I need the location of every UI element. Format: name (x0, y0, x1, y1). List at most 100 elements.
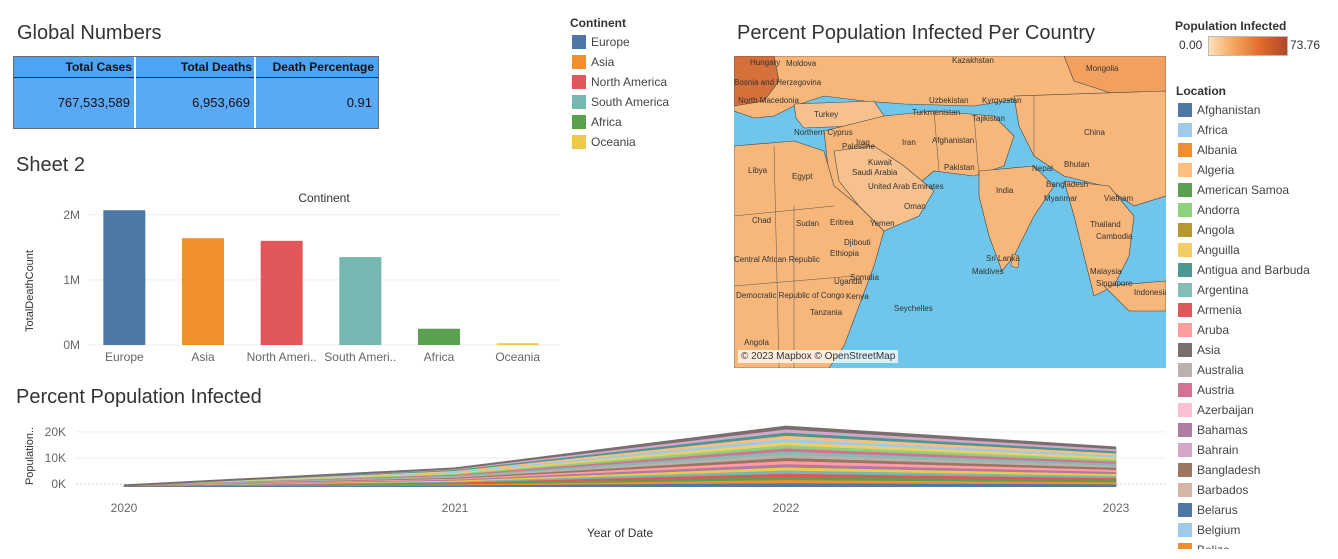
location-legend-swatch[interactable] (1178, 103, 1192, 117)
location-legend-swatch[interactable] (1178, 503, 1192, 517)
continent-legend-label[interactable]: Asia (591, 55, 615, 69)
location-legend-label[interactable]: Austria (1197, 383, 1235, 397)
location-legend-label[interactable]: Angola (1197, 223, 1235, 237)
map-country-label: Egypt (792, 172, 813, 181)
location-legend-swatch[interactable] (1178, 543, 1192, 549)
continent-legend-label[interactable]: Africa (591, 115, 622, 129)
map-title: Percent Population Infected Per Country (737, 22, 1095, 44)
continent-legend-swatch[interactable] (572, 55, 586, 69)
location-legend-swatch[interactable] (1178, 223, 1192, 237)
location-legend-label[interactable]: Andorra (1197, 203, 1240, 217)
location-legend-swatch[interactable] (1178, 203, 1192, 217)
location-legend-label[interactable]: Anguilla (1197, 243, 1240, 257)
location-legend-label[interactable]: Barbados (1197, 483, 1249, 497)
location-legend-label[interactable]: Algeria (1197, 163, 1235, 177)
location-legend-swatch[interactable] (1178, 363, 1192, 377)
map-country-label: Iran (902, 138, 916, 147)
location-legend-label[interactable]: Armenia (1197, 303, 1242, 317)
total-cases-value: 767,533,589 (57, 95, 130, 110)
location-legend-label[interactable]: Asia (1197, 343, 1221, 357)
location-legend-label[interactable]: Argentina (1197, 283, 1249, 297)
location-legend-swatch[interactable] (1178, 283, 1192, 297)
column-divider (134, 57, 136, 128)
location-legend-swatch[interactable] (1178, 523, 1192, 537)
map-country-label: Hungary (750, 58, 781, 67)
death-count-bar[interactable] (260, 240, 303, 345)
area-top-series-line[interactable] (123, 425, 1117, 487)
continent-legend-label[interactable]: Europe (591, 35, 630, 49)
location-legend-swatch[interactable] (1178, 423, 1192, 437)
location-legend-swatch[interactable] (1178, 443, 1192, 457)
bar-category-label: South Ameri.. (324, 350, 396, 364)
bar-category-label: North Ameri.. (247, 350, 317, 364)
continent-legend-swatch[interactable] (572, 35, 586, 49)
location-legend-swatch[interactable] (1178, 123, 1192, 137)
map-country-label: Turkmenistan (912, 108, 961, 117)
location-legend-label[interactable]: Belgium (1197, 523, 1241, 537)
continent-legend-label[interactable]: North America (591, 75, 668, 89)
map-country-label: Indonesia (1134, 288, 1166, 297)
location-legend-label[interactable]: Bahrain (1197, 443, 1239, 457)
continent-legend-label[interactable]: South America (591, 95, 670, 109)
death-count-bar[interactable] (418, 328, 460, 345)
map-country-label: Djibouti (844, 238, 871, 247)
map-country-label: Malaysia (1090, 267, 1122, 276)
area-y-tick-label: 0K (51, 477, 66, 491)
location-legend-label[interactable]: Antigua and Barbuda (1197, 263, 1310, 277)
location-legend-label[interactable]: Azerbaijan (1197, 403, 1254, 417)
location-legend-label[interactable]: Africa (1197, 123, 1228, 137)
location-legend-label[interactable]: Australia (1197, 363, 1244, 377)
location-legend-swatch[interactable] (1178, 163, 1192, 177)
map-country-label: Thailand (1090, 220, 1121, 229)
continent-legend-swatch[interactable] (572, 115, 586, 129)
continent-legend-swatch[interactable] (572, 95, 586, 109)
location-legend-swatch[interactable] (1178, 463, 1192, 477)
location-legend-swatch[interactable] (1178, 243, 1192, 257)
y-axis-label: TotalDeathCount (24, 250, 36, 332)
location-legend-swatch[interactable] (1178, 323, 1192, 337)
location-legend-label[interactable]: American Samoa (1197, 183, 1290, 197)
map-landmass (734, 56, 1166, 368)
location-legend-swatch[interactable] (1178, 263, 1192, 277)
death-count-bar[interactable] (339, 257, 382, 345)
area-y-tick-label: 20K (45, 425, 66, 439)
area-x-tick-label: 2020 (111, 501, 138, 515)
area-x-axis-label: Year of Date (587, 526, 654, 540)
continent-legend-label[interactable]: Oceania (591, 135, 636, 149)
map-country-label: Oman (904, 202, 926, 211)
continent-legend-swatch[interactable] (572, 75, 586, 89)
location-legend-label[interactable]: Bangladesh (1197, 463, 1261, 477)
total-deaths-header: Total Deaths (136, 57, 256, 78)
map-country-label: Ethiopia (830, 249, 859, 258)
location-legend-swatch[interactable] (1178, 383, 1192, 397)
location-legend-label[interactable]: Belize (1197, 543, 1230, 549)
location-legend-label[interactable]: Aruba (1197, 323, 1230, 337)
location-legend-swatch[interactable] (1178, 483, 1192, 497)
location-legend-swatch[interactable] (1178, 403, 1192, 417)
map-country-label: Myanmar (1044, 194, 1078, 203)
death-count-bar[interactable] (182, 238, 224, 345)
death-count-bar[interactable] (496, 343, 539, 345)
location-legend-swatch[interactable] (1178, 183, 1192, 197)
location-legend-label[interactable]: Albania (1197, 143, 1238, 157)
area-series-layer[interactable] (123, 483, 1117, 487)
location-legend-label[interactable]: Belarus (1197, 503, 1238, 517)
continent-legend-title: Continent (570, 16, 626, 30)
total-cases-header: Total Cases (14, 57, 136, 78)
continent-legend-swatch[interactable] (572, 135, 586, 149)
location-legend-swatch[interactable] (1178, 303, 1192, 317)
location-legend-label[interactable]: Bahamas (1197, 423, 1248, 437)
location-legend-label[interactable]: Afghanistan (1197, 103, 1261, 117)
location-legend-swatch[interactable] (1178, 143, 1192, 157)
location-legend-swatch[interactable] (1178, 343, 1192, 357)
infection-map[interactable]: Hungary Moldova Kazakhstan Mongolia Bosnia a… (734, 56, 1166, 368)
percent-population-area-chart: Population.. 0K 10K 20K 2020 2021 2022 2023 Y… (24, 425, 1165, 540)
map-country-label: Northern Cyprus (794, 128, 853, 137)
bar-y-tick-label: 0M (63, 338, 80, 352)
death-count-bar[interactable] (103, 210, 146, 345)
map-country-label: Tajikistan (972, 114, 1005, 123)
map-country-label: Saudi Arabia (852, 168, 898, 177)
bar-y-tick-label: 1M (63, 273, 80, 287)
map-attribution[interactable]: © 2023 Mapbox © OpenStreetMap (738, 350, 899, 363)
